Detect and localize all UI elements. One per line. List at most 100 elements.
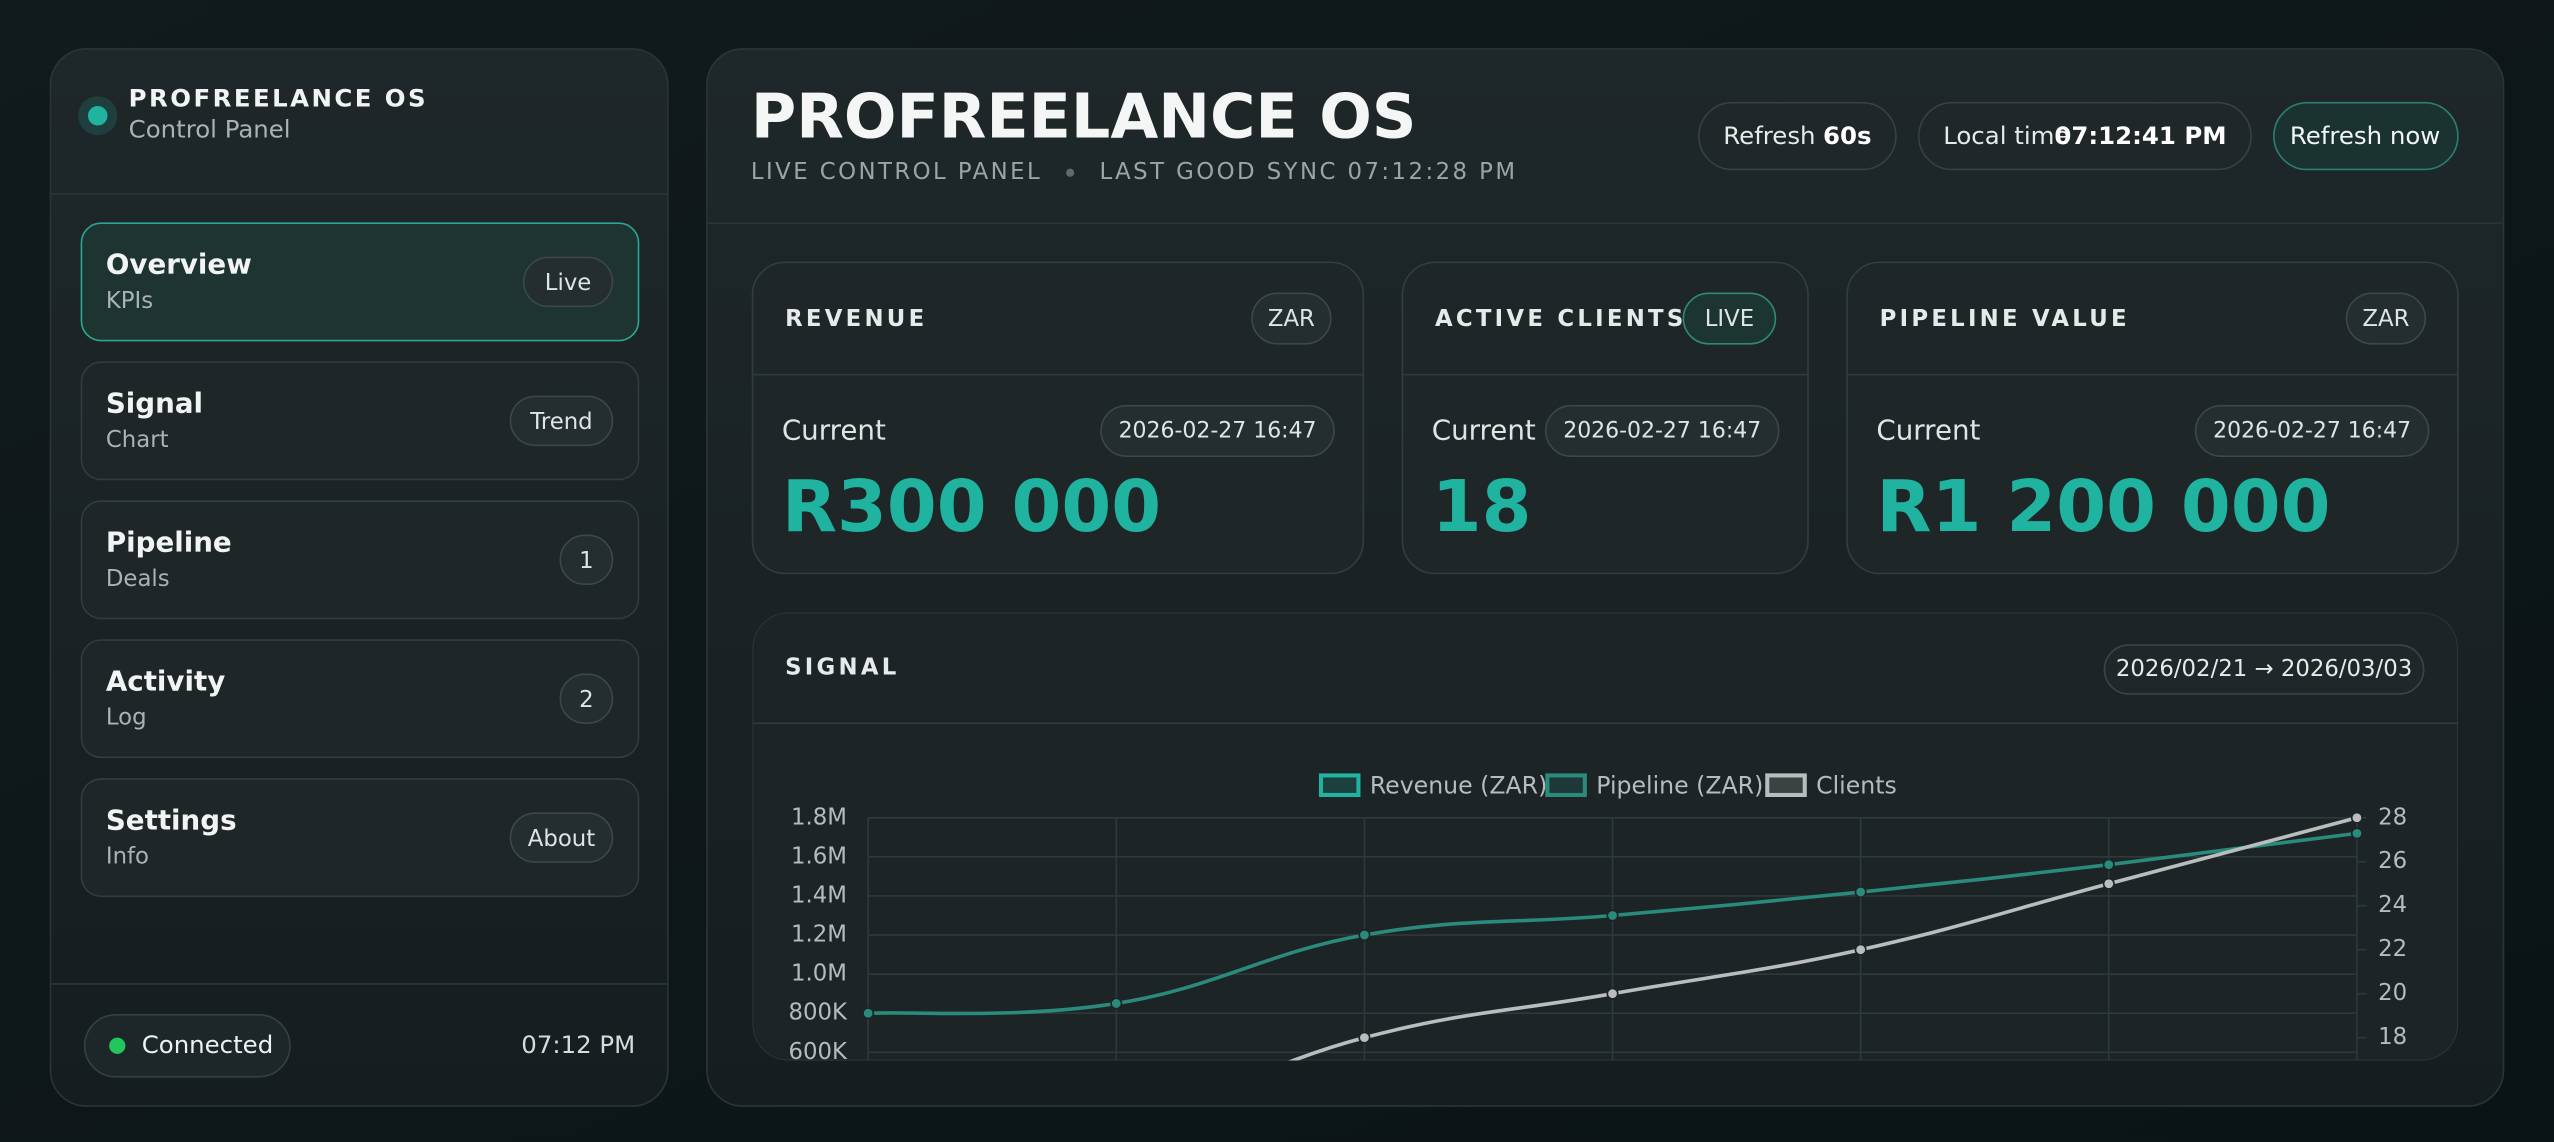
range-pill: [2103, 644, 2425, 695]
kpi-date: 2026-02-27 16:47: [1119, 419, 1317, 444]
kpi-badge: [1682, 292, 1777, 345]
kpi-value: R1 200 000: [1876, 464, 2330, 548]
refresh-pill: [1698, 101, 1897, 171]
legend-label: Revenue (ZAR): [1370, 771, 1547, 799]
series-point: [1854, 943, 1867, 956]
kpi-label: ACTIVE CLIENTS: [1435, 306, 1687, 332]
y-tick-label: 600K: [789, 1039, 849, 1065]
brand-dot: [87, 105, 108, 126]
y-tick-label: 1.8M: [791, 804, 847, 830]
series-point: [1606, 909, 1619, 922]
legend-label: Pipeline (ZAR): [1596, 771, 1763, 799]
nav-title[interactable]: Settings: [106, 803, 237, 836]
y2-tick-label: 22: [2378, 936, 2407, 962]
series-point: [1358, 929, 1371, 942]
kpi-date-pill: [1544, 404, 1780, 457]
series-point: [2350, 811, 2363, 824]
brand-subtitle: Control Panel: [129, 114, 291, 143]
series-point: [1110, 997, 1123, 1010]
series-point: [2350, 827, 2363, 840]
legend-label: Clients: [1816, 771, 1897, 799]
kpi-badge-text: ZAR: [1268, 306, 1315, 332]
kpi-current: Current: [1432, 414, 1536, 447]
kpi-current: Current: [782, 414, 886, 447]
series-point: [862, 1007, 875, 1020]
legend-swatch: [1318, 773, 1361, 797]
y-tick-label: 1.2M: [791, 922, 847, 948]
footer-time: 07:12 PM: [521, 1030, 635, 1059]
kpi-value: 18: [1432, 464, 1532, 548]
nav-title[interactable]: Signal: [106, 387, 203, 420]
brand-title: PROFREELANCE OS: [129, 83, 428, 112]
nav-subtitle[interactable]: KPIs: [106, 288, 153, 314]
page-title: PROFREELANCE OS: [751, 81, 1417, 153]
y2-tick-label: 20: [2378, 980, 2407, 1006]
nav-subtitle[interactable]: Info: [106, 844, 149, 870]
signal-panel: [752, 612, 2458, 1061]
status-text: Connected: [142, 1030, 274, 1059]
time-label: Local time: [1943, 121, 2069, 150]
y-tick-label: 800K: [789, 1000, 849, 1026]
time-pill: [1917, 101, 2252, 171]
sync-text: LAST GOOD SYNC 07:12:28 PM: [1099, 159, 1517, 185]
y-tick-label: 1.4M: [791, 882, 847, 908]
refresh-value: 60s: [1823, 121, 1872, 150]
kpi-card: [751, 261, 1365, 575]
nav-title[interactable]: Activity: [106, 664, 225, 697]
nav-title[interactable]: Pipeline: [106, 525, 232, 558]
range-text: 2026/02/21 → 2026/03/03: [2116, 656, 2412, 682]
nav-badge: [522, 256, 614, 308]
nav-badge-text: 2: [579, 687, 594, 713]
nav-subtitle[interactable]: Log: [106, 705, 147, 731]
refresh-label: Refresh: [1723, 121, 1815, 150]
series-point: [1854, 886, 1867, 899]
separator-dot: [1066, 168, 1075, 177]
nav-subtitle[interactable]: Chart: [106, 427, 169, 453]
nav-badge-text: 1: [579, 548, 594, 574]
kpi-value: R300 000: [782, 464, 1161, 548]
nav-badge: [559, 534, 614, 586]
page-subtitle: LIVE CONTROL PANEL: [751, 159, 1042, 185]
nav-item[interactable]: [80, 361, 640, 481]
nav-item[interactable]: [80, 639, 640, 759]
y2-tick-label: 18: [2378, 1024, 2407, 1050]
nav-item[interactable]: [80, 778, 640, 898]
y2-tick-label: 26: [2378, 848, 2407, 874]
time-value: 07:12:41 PM: [2054, 121, 2226, 150]
nav-badge-text: About: [528, 826, 595, 852]
nav-badge: [559, 673, 614, 724]
series-point: [2102, 858, 2115, 871]
y2-tick-label: 28: [2378, 804, 2407, 830]
nav-item[interactable]: [80, 500, 640, 620]
kpi-card: [1846, 261, 2459, 575]
kpi-badge-text: LIVE: [1705, 306, 1754, 332]
y-tick-label: 1.0M: [791, 961, 847, 987]
kpi-badge: [2345, 292, 2427, 345]
kpi-date: 2026-02-27 16:47: [1563, 419, 1761, 444]
refresh-button-label[interactable]: Refresh now: [2290, 121, 2440, 150]
nav-title[interactable]: Overview: [106, 248, 252, 281]
kpi-date-pill: [1100, 404, 1335, 457]
kpi-badge: [1251, 292, 1332, 345]
nav-badge: [509, 395, 614, 447]
legend-swatch: [1545, 773, 1587, 797]
status-pill: [83, 1014, 291, 1078]
nav-subtitle[interactable]: Deals: [106, 566, 170, 592]
y2-tick-label: 24: [2378, 892, 2407, 918]
kpi-label: REVENUE: [785, 306, 927, 332]
nav-badge-text: Live: [545, 270, 592, 296]
series-point: [1606, 987, 1619, 1000]
refresh-button[interactable]: [2273, 101, 2459, 171]
nav-badge-text: Trend: [529, 409, 592, 435]
series-point: [2102, 877, 2115, 890]
kpi-date-pill: [2194, 404, 2430, 457]
legend-swatch: [1765, 773, 1807, 797]
kpi-current: Current: [1876, 414, 1980, 447]
kpi-label: PIPELINE VALUE: [1880, 306, 2130, 332]
kpi-date: 2026-02-27 16:47: [2213, 419, 2411, 444]
nav-badge: [509, 812, 614, 863]
y-tick-label: 1.6M: [791, 843, 847, 869]
signal-title: SIGNAL: [785, 654, 899, 680]
nav-item[interactable]: [80, 222, 640, 342]
